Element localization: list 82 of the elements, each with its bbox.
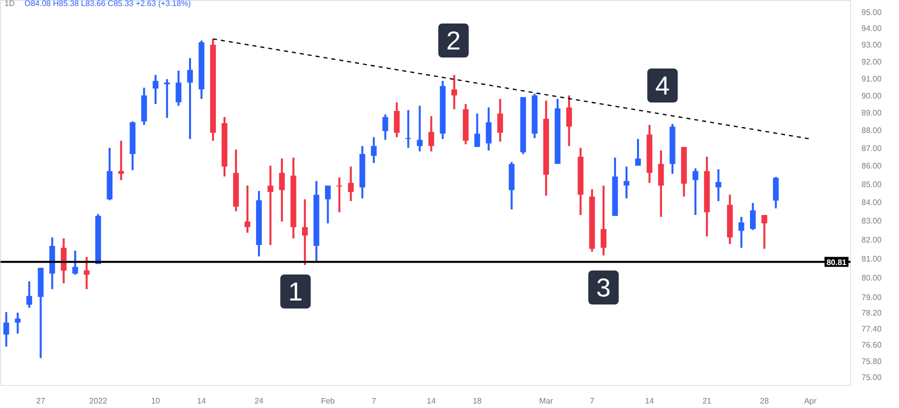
candlestick: [761, 214, 768, 250]
x-tick-label: 14: [645, 396, 654, 406]
x-tick-label: 21: [702, 396, 712, 406]
candlestick: [738, 216, 744, 249]
candlestick: [497, 98, 504, 143]
x-tick-label: 27: [36, 396, 46, 406]
candlestick: [152, 74, 158, 106]
y-tick-label: 88.00: [862, 126, 882, 136]
x-tick-label: 10: [151, 396, 161, 406]
x-tick-label: 14: [197, 396, 207, 406]
candlestick: [176, 70, 182, 107]
x-tick-label: 7: [590, 396, 595, 406]
y-tick-label: 89.00: [862, 108, 882, 118]
candlestick: [14, 312, 21, 335]
candlestick: [244, 184, 250, 234]
ref-line-label: 80.81: [826, 258, 848, 267]
x-tick-label: 24: [254, 396, 264, 406]
x-tick-label: 2022: [89, 396, 108, 406]
candlestick: [164, 78, 170, 119]
candlestick: [382, 113, 388, 141]
y-tick-label: 83.00: [862, 216, 882, 226]
y-tick-label: 82.00: [862, 235, 882, 244]
y-tick-label: 77.40: [862, 324, 882, 334]
x-tick-label: Mar: [539, 396, 554, 406]
chart-subtitle: O84.08 H85.38 L83.66 C85.33 +2.63 (+3.18%): [24, 0, 192, 8]
candlestick: [658, 149, 664, 218]
candlestick: [405, 109, 412, 149]
candlestick: [566, 94, 572, 148]
candlestick: [84, 256, 90, 290]
annotation: 4: [655, 70, 670, 100]
x-tick-label: 18: [472, 396, 482, 406]
candlestick: [416, 104, 423, 152]
x-tick-label: 14: [426, 396, 436, 406]
candlestick: [302, 198, 308, 266]
candlestick: [370, 136, 377, 164]
y-tick-label: 86.00: [862, 162, 882, 171]
chart-title: 1D: [4, 0, 15, 8]
x-tick-label: Feb: [320, 396, 336, 406]
y-tick-label: 94.00: [862, 24, 882, 34]
candlestick: [72, 250, 78, 276]
y-tick-label: 80.00: [862, 273, 882, 282]
candlestick: [428, 115, 434, 152]
candlestick: [268, 164, 274, 246]
candlestick: [279, 158, 285, 223]
y-tick-label: 95.00: [862, 8, 882, 17]
candlestick: [624, 166, 630, 200]
candlestick: [772, 176, 779, 210]
candlestick: [187, 57, 193, 140]
candlestick: [451, 74, 458, 110]
y-tick-label: 75.80: [862, 356, 882, 366]
candlestick: [474, 112, 480, 148]
y-tick-label: 75.00: [862, 373, 882, 382]
candlestick: [635, 138, 641, 167]
candlestick: [716, 168, 722, 202]
y-tick-label: 91.00: [862, 74, 882, 84]
y-tick-label: 90.00: [862, 91, 882, 100]
y-tick-label: 87.00: [862, 144, 882, 153]
annotation: 2: [446, 26, 461, 56]
candlestick: [348, 166, 354, 202]
annotation: 1: [288, 276, 303, 306]
y-tick-label: 78.20: [862, 308, 882, 318]
candlestick: [26, 280, 32, 309]
y-tick-label: 92.00: [862, 57, 882, 66]
candlestick: [118, 140, 124, 182]
candlestick: [324, 184, 331, 224]
candlestick: [750, 202, 756, 231]
y-tick-label: 84.00: [862, 198, 882, 208]
annotation: 3: [596, 272, 611, 302]
candlestick: [692, 167, 698, 216]
y-tick-label: 85.00: [862, 180, 882, 189]
candlestick: [336, 176, 342, 214]
y-tick-label: 81.00: [862, 254, 882, 264]
candlestick: [600, 184, 606, 256]
y-tick-label: 93.00: [862, 40, 882, 50]
x-tick-label: Apr: [804, 396, 817, 406]
y-tick-label: 76.60: [862, 340, 882, 350]
candlestick: [394, 101, 400, 138]
y-tick-label: 79.00: [862, 292, 882, 302]
x-tick-label: 28: [760, 396, 770, 406]
candlestick: [486, 106, 492, 152]
candlestick: [3, 311, 10, 348]
x-tick-label: 7: [372, 396, 377, 406]
